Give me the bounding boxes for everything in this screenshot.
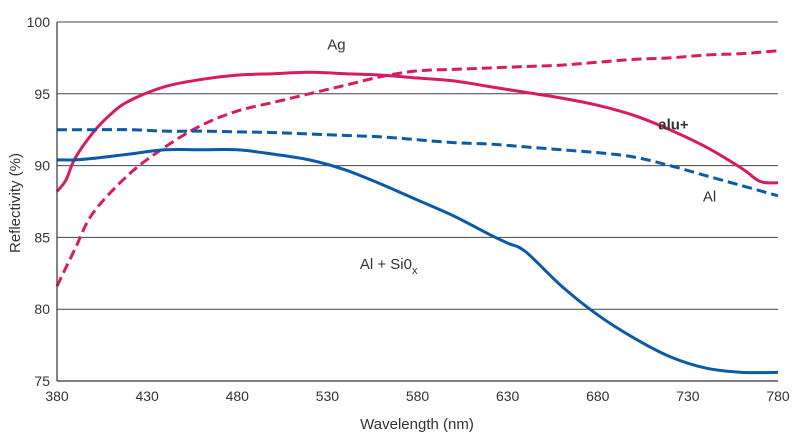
series-lines [55, 49, 779, 375]
x-tick-480: 480 [226, 388, 250, 404]
series-labels: Ag alu+ Al Al + Si0x [327, 36, 716, 277]
y-tick-90: 90 [34, 158, 50, 174]
series-line-0 [55, 49, 779, 287]
series-label-3: Al + Si0x [360, 256, 418, 277]
x-tick-530: 530 [316, 388, 340, 404]
y-tick-80: 80 [34, 301, 50, 317]
x-tick-380: 380 [45, 388, 69, 404]
x-tick-630: 630 [496, 388, 520, 404]
x-axis-title: Wavelength (nm) [360, 416, 474, 433]
y-tick-95: 95 [34, 86, 50, 102]
x-tick-430: 430 [135, 388, 159, 404]
y-tick-85: 85 [34, 229, 50, 245]
series-label-2: Al [703, 189, 716, 206]
y-tick-100: 100 [27, 14, 51, 30]
series-line-2 [57, 128, 779, 198]
axes [56, 22, 778, 382]
series-label-1: alu+ [658, 117, 689, 134]
series-line-3 [56, 147, 779, 375]
series-line-1 [55, 70, 779, 193]
x-tick-680: 680 [586, 388, 610, 404]
x-tick-580: 580 [406, 388, 430, 404]
tick-labels: 75 80 85 90 95 100 380 430 480 530 580 630 680 730 780 [27, 14, 790, 404]
grid-lines [57, 21, 778, 310]
x-tick-780: 780 [766, 388, 790, 404]
y-tick-75: 75 [34, 373, 50, 389]
x-tick-730: 730 [676, 388, 700, 404]
series-label-0: Ag [327, 36, 345, 53]
y-axis-title: Reflectivity (%) [7, 153, 24, 253]
